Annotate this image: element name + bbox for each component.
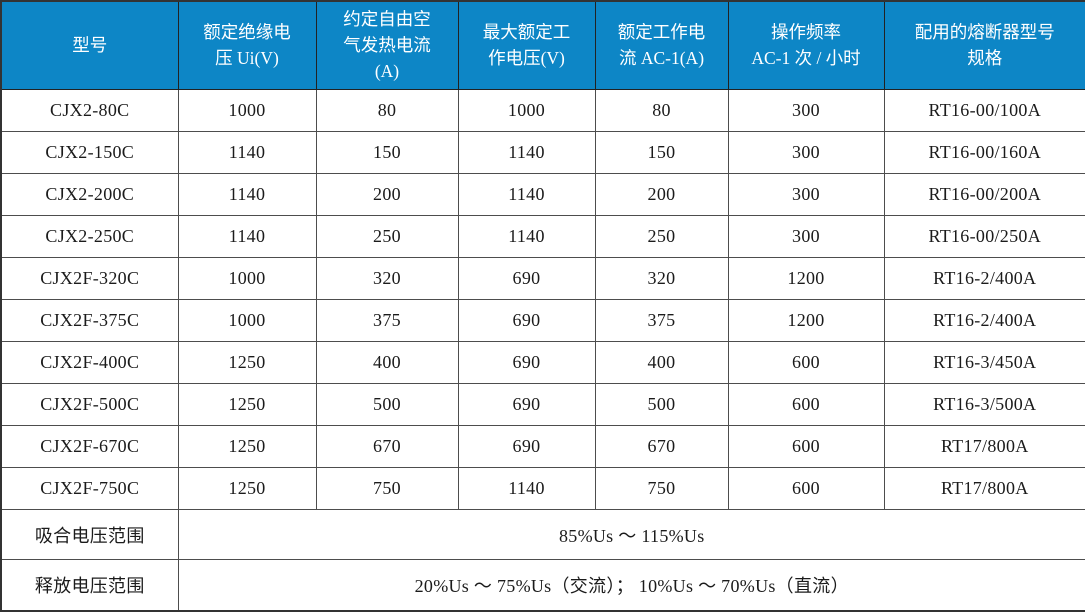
value-cell: RT16-00/160A [883, 130, 1085, 174]
table-row: CJX2F-750C 1250 750 1140 750 600 RT17/800A [0, 467, 1085, 511]
value-cell: 1250 [177, 467, 317, 511]
model-cell: CJX2F-670C [0, 425, 179, 469]
footer-row: 释放电压范围 20%Us ～ 75%Us（交流）； 10%Us ～ 70%Us（直… [0, 559, 1085, 612]
value-cell: 500 [315, 383, 459, 427]
model-cell: CJX2-80C [0, 88, 179, 132]
column-header-1: 额定绝缘电 压 Ui(V) [177, 0, 317, 90]
value-cell: 80 [315, 88, 459, 132]
value-cell: RT16-3/450A [883, 340, 1085, 385]
value-cell: 375 [594, 298, 729, 342]
value-cell: 1140 [177, 130, 317, 174]
value-cell: 690 [457, 298, 596, 342]
value-cell: 300 [727, 88, 885, 132]
footer-value: 20%Us ～ 75%Us（交流）； 10%Us ～ 70%Us（直流） [177, 559, 1085, 612]
model-cell: CJX2F-750C [0, 467, 179, 511]
table-row: CJX2-200C 1140 200 1140 200 300 RT16-00/200A [0, 172, 1085, 216]
model-cell: CJX2-200C [0, 172, 179, 216]
table-body: CJX2-80C 1000 80 1000 80 300 RT16-00/100A CJX2-… [0, 88, 1085, 612]
value-cell: 600 [727, 467, 885, 511]
value-cell: RT16-3/500A [883, 383, 1085, 427]
value-cell: 150 [594, 130, 729, 174]
value-cell: RT16-2/400A [883, 298, 1085, 342]
value-cell: 300 [727, 130, 885, 174]
value-cell: 1250 [177, 383, 317, 427]
column-header-0: 型号 [0, 0, 179, 90]
footer-value: 85%Us ～ 115%Us [177, 509, 1085, 561]
header-row: 型号 额定绝缘电 压 Ui(V) 约定自由空 气发热电流 (A) 最大额定工 作电压(… [0, 0, 1085, 90]
value-cell: RT17/800A [883, 467, 1085, 511]
column-header-5: 操作频率 AC-1 次 / 小时 [727, 0, 885, 90]
value-cell: 1140 [457, 467, 596, 511]
value-cell: 1000 [177, 256, 317, 300]
value-cell: 1140 [177, 214, 317, 258]
value-cell: 250 [315, 214, 459, 258]
footer-label: 吸合电压范围 [0, 509, 179, 561]
column-header-4: 额定工作电 流 AC-1(A) [594, 0, 729, 90]
value-cell: 600 [727, 383, 885, 427]
value-cell: RT16-2/400A [883, 256, 1085, 300]
value-cell: 1000 [177, 88, 317, 132]
column-header-3: 最大额定工 作电压(V) [457, 0, 596, 90]
value-cell: 375 [315, 298, 459, 342]
value-cell: 750 [315, 467, 459, 511]
value-cell: 690 [457, 340, 596, 385]
value-cell: 1140 [457, 172, 596, 216]
value-cell: 1140 [457, 214, 596, 258]
table-row: CJX2F-670C 1250 670 690 670 600 RT17/800A [0, 425, 1085, 469]
table-row: CJX2F-500C 1250 500 690 500 600 RT16-3/500A [0, 383, 1085, 427]
value-cell: 690 [457, 425, 596, 469]
table-row: CJX2-250C 1140 250 1140 250 300 RT16-00/250A [0, 214, 1085, 258]
value-cell: 300 [727, 172, 885, 216]
table-row: CJX2F-375C 1000 375 690 375 1200 RT16-2/400A [0, 298, 1085, 342]
model-cell: CJX2F-375C [0, 298, 179, 342]
value-cell: 400 [594, 340, 729, 385]
value-cell: 1250 [177, 340, 317, 385]
value-cell: 300 [727, 214, 885, 258]
value-cell: 80 [594, 88, 729, 132]
footer-row: 吸合电压范围 85%Us ～ 115%Us [0, 509, 1085, 561]
column-header-6: 配用的熔断器型号 规格 [883, 0, 1085, 90]
value-cell: 690 [457, 256, 596, 300]
value-cell: 670 [594, 425, 729, 469]
model-cell: CJX2F-400C [0, 340, 179, 385]
value-cell: 1140 [457, 130, 596, 174]
value-cell: 500 [594, 383, 729, 427]
value-cell: 600 [727, 425, 885, 469]
value-cell: 1000 [177, 298, 317, 342]
value-cell: 1200 [727, 256, 885, 300]
value-cell: 320 [594, 256, 729, 300]
value-cell: 1250 [177, 425, 317, 469]
value-cell: 320 [315, 256, 459, 300]
value-cell: 250 [594, 214, 729, 258]
table-row: CJX2-80C 1000 80 1000 80 300 RT16-00/100A [0, 88, 1085, 132]
table-row: CJX2F-320C 1000 320 690 320 1200 RT16-2/400A [0, 256, 1085, 300]
value-cell: RT16-00/250A [883, 214, 1085, 258]
table-row: CJX2F-400C 1250 400 690 400 600 RT16-3/450A [0, 340, 1085, 385]
value-cell: RT16-00/100A [883, 88, 1085, 132]
value-cell: 400 [315, 340, 459, 385]
value-cell: RT16-00/200A [883, 172, 1085, 216]
model-cell: CJX2-150C [0, 130, 179, 174]
footer-label: 释放电压范围 [0, 559, 179, 612]
value-cell: 1140 [177, 172, 317, 216]
value-cell: 1000 [457, 88, 596, 132]
column-header-2: 约定自由空 气发热电流 (A) [315, 0, 459, 90]
value-cell: 670 [315, 425, 459, 469]
value-cell: 150 [315, 130, 459, 174]
value-cell: RT17/800A [883, 425, 1085, 469]
value-cell: 200 [315, 172, 459, 216]
table-row: CJX2-150C 1140 150 1140 150 300 RT16-00/160A [0, 130, 1085, 174]
value-cell: 750 [594, 467, 729, 511]
value-cell: 1200 [727, 298, 885, 342]
model-cell: CJX2F-320C [0, 256, 179, 300]
model-cell: CJX2F-500C [0, 383, 179, 427]
model-cell: CJX2-250C [0, 214, 179, 258]
value-cell: 200 [594, 172, 729, 216]
value-cell: 600 [727, 340, 885, 385]
value-cell: 690 [457, 383, 596, 427]
